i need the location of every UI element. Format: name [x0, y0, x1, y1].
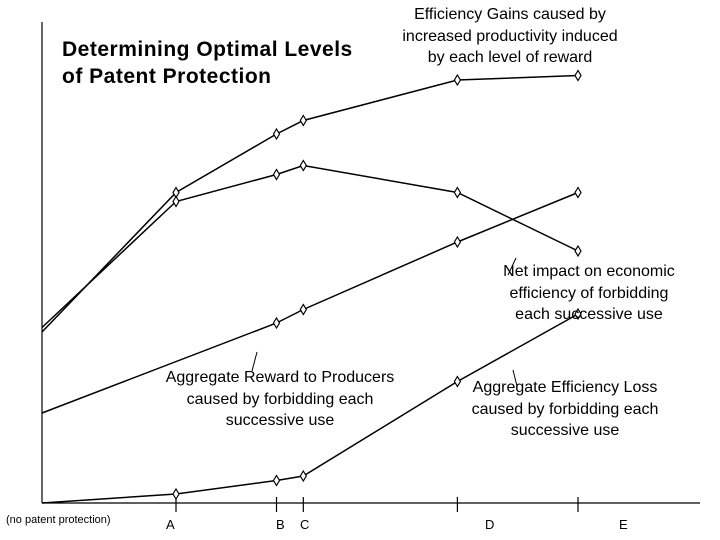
loss-line-1: Aggregate Efficiency Loss: [472, 379, 658, 396]
tick-label-d: D: [485, 517, 495, 532]
loss-line-2: caused by forbidding each: [471, 400, 659, 418]
chart-title: Determining Optimal Levels of Patent Pro…: [62, 36, 392, 90]
title-line-1: Determining Optimal Levels: [62, 38, 353, 61]
reward-line-2: caused by forbidding each: [186, 390, 374, 408]
reward-line-1: Aggregate Reward to Producers: [165, 369, 395, 386]
point-net-impact-e: [574, 244, 582, 258]
point-efficiency-loss-b: [272, 474, 281, 487]
gains-line-1: Efficiency Gains caused by: [414, 6, 606, 23]
point-aggregate-reward-e: [574, 186, 582, 199]
point-efficiency-gains-e: [574, 69, 582, 82]
title-line-2: of Patent Protection: [62, 65, 272, 88]
point-efficiency-loss-c: [299, 469, 307, 483]
point-efficiency-loss-a: [172, 487, 180, 501]
leader-reward: [251, 351, 258, 372]
point-net-impact-b: [272, 168, 281, 181]
point-efficiency-loss-e: [574, 307, 582, 321]
net-line-3: each successive use: [515, 306, 663, 323]
series-line-net-impact: [41, 164, 579, 329]
leader-net: [507, 257, 517, 276]
annotation-net-impact: Net impact on economic efficiency of for…: [482, 261, 696, 326]
series-line-efficiency-loss: [41, 313, 579, 504]
reward-line-3: successive use: [225, 412, 335, 429]
gains-line-2: increased productivity induced: [402, 27, 618, 45]
leader-loss: [512, 369, 518, 387]
tick-label-e: E: [619, 517, 628, 532]
tick-label-origin: (no patent protection): [6, 514, 111, 526]
series-line-efficiency-gains: [41, 74, 579, 333]
annotation-aggregate-reward: Aggregate Reward to Producers caused by …: [140, 367, 420, 432]
point-aggregate-reward-c: [299, 303, 307, 316]
point-net-impact-c: [299, 159, 307, 172]
net-line-1: Net impact on economic: [503, 263, 675, 280]
tick-label-b: B: [276, 517, 285, 532]
tick-label-a: A: [166, 517, 175, 532]
point-aggregate-reward-b: [272, 316, 281, 330]
point-efficiency-loss-d: [453, 375, 462, 388]
point-efficiency-gains-c: [299, 114, 307, 127]
net-line-2: efficiency of forbidding: [509, 284, 669, 302]
tick-label-c: C: [300, 517, 310, 532]
point-net-impact-a: [172, 195, 180, 208]
point-net-impact-d: [453, 186, 462, 199]
loss-line-3: successive use: [510, 422, 620, 439]
point-efficiency-gains-d: [453, 73, 462, 87]
annotation-efficiency-gains: Efficiency Gains caused by increased pro…: [382, 4, 638, 69]
gains-line-3: by each level of reward: [427, 49, 593, 66]
annotation-efficiency-loss: Aggregate Efficiency Loss caused by forb…: [440, 377, 690, 442]
point-efficiency-gains-b: [272, 127, 281, 141]
point-aggregate-reward-d: [453, 235, 462, 249]
